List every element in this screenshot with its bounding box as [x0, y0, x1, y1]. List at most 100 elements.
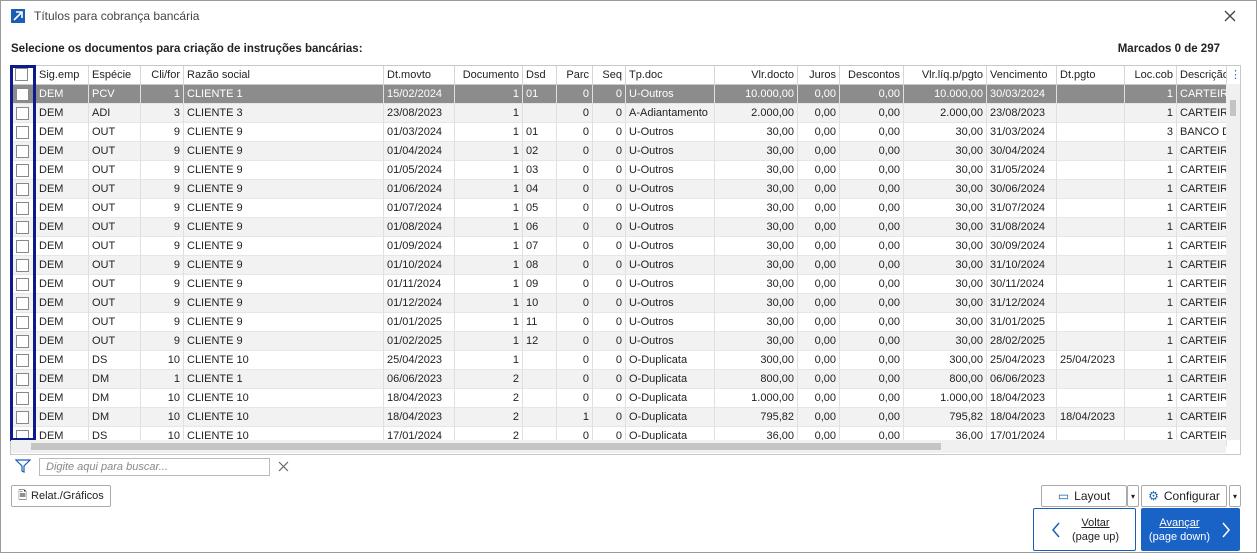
row-checkbox[interactable] [16, 392, 29, 405]
clear-search[interactable] [278, 461, 289, 472]
table-cell: 06/06/2023 [987, 370, 1057, 389]
table-row[interactable]: DEM DM 10 CLIENTE 10 18/04/2023 2 0 0 O-Duplicat… [11, 389, 1227, 408]
column-header[interactable]: Vlr.docto [715, 66, 798, 85]
table-cell: U-Outros [626, 294, 715, 313]
vertical-scrollbar[interactable] [1226, 84, 1240, 440]
column-header[interactable]: Loc.cob [1125, 66, 1177, 85]
column-header[interactable]: Cli/for [141, 66, 184, 85]
table-cell: 01/09/2024 [384, 237, 455, 256]
table-cell: DS [89, 427, 141, 446]
layout-button[interactable]: ▭ Layout [1041, 485, 1127, 507]
table-row[interactable]: DEM DM 10 CLIENTE 10 18/04/2023 2 1 0 O-Duplicat… [11, 408, 1227, 427]
table-cell: 1 [1125, 389, 1177, 408]
column-header[interactable]: Descontos [840, 66, 904, 85]
table-cell: 1 [1125, 408, 1177, 427]
table-cell: 1 [455, 85, 523, 104]
table-row[interactable]: DEM OUT 9 CLIENTE 9 01/12/2024 1 10 0 0 U-Outros 3… [11, 294, 1227, 313]
column-menu[interactable]: ⋮ [1227, 66, 1240, 85]
table-cell: 0 [593, 427, 626, 446]
table-row[interactable]: DEM OUT 9 CLIENTE 9 01/10/2024 1 08 0 0 U-Outros 3… [11, 256, 1227, 275]
table-cell [523, 389, 557, 408]
table-cell: 9 [141, 275, 184, 294]
row-checkbox[interactable] [16, 354, 29, 367]
search-input[interactable]: Digite aqui para buscar... [39, 458, 270, 476]
configure-dropdown[interactable]: ▾ [1229, 485, 1241, 507]
column-header[interactable]: Espécie [89, 66, 141, 85]
table-cell: 0 [557, 332, 593, 351]
column-header[interactable]: Documento [455, 66, 523, 85]
table-cell: OUT [89, 313, 141, 332]
column-header[interactable]: Parc [557, 66, 593, 85]
column-header[interactable]: Seq [593, 66, 626, 85]
back-hint: (page up) [1071, 530, 1120, 543]
table-cell: 1 [1125, 142, 1177, 161]
table-cell: 0 [593, 180, 626, 199]
column-header[interactable]: Dsd [523, 66, 557, 85]
table-cell: 05 [523, 199, 557, 218]
back-button[interactable]: Voltar (page up) [1033, 508, 1136, 551]
row-checkbox[interactable] [16, 221, 29, 234]
row-checkbox[interactable] [16, 240, 29, 253]
table-cell: 31/08/2024 [987, 218, 1057, 237]
marked-count: Marcados 0 de 297 [1117, 43, 1220, 55]
table-row[interactable]: DEM OUT 9 CLIENTE 9 01/03/2024 1 01 0 0 U-Outros 3… [11, 123, 1227, 142]
table-row[interactable]: DEM OUT 9 CLIENTE 9 01/09/2024 1 07 0 0 U-Outros 3… [11, 237, 1227, 256]
table-cell: 30,00 [904, 256, 987, 275]
table-row[interactable]: DEM OUT 9 CLIENTE 9 01/06/2024 1 04 0 0 U-Outros 3… [11, 180, 1227, 199]
configure-button[interactable]: ⚙ Configurar [1141, 485, 1227, 507]
table-cell: CLIENTE 9 [184, 161, 384, 180]
row-checkbox[interactable] [16, 335, 29, 348]
table-row[interactable]: DEM DS 10 CLIENTE 10 25/04/2023 1 0 0 O-Duplicat… [11, 351, 1227, 370]
table-row[interactable]: DEM OUT 9 CLIENTE 9 01/08/2024 1 06 0 0 U-Outros 3… [11, 218, 1227, 237]
column-header[interactable]: Vlr.líq.p/pgto [904, 66, 987, 85]
column-header[interactable]: Razão social [184, 66, 384, 85]
table-row[interactable]: DEM OUT 9 CLIENTE 9 01/05/2024 1 03 0 0 U-Outros 3… [11, 161, 1227, 180]
column-header[interactable]: Dt.pgto [1057, 66, 1125, 85]
table-row[interactable]: DEM OUT 9 CLIENTE 9 01/02/2025 1 12 0 0 U-Outros 3… [11, 332, 1227, 351]
filter-icon[interactable] [15, 459, 31, 473]
table-cell: 0,00 [798, 180, 840, 199]
table-cell: 31/10/2024 [987, 256, 1057, 275]
close-button[interactable] [1223, 9, 1237, 23]
row-checkbox[interactable] [16, 411, 29, 424]
layout-dropdown[interactable]: ▾ [1127, 485, 1139, 507]
row-checkbox[interactable] [16, 259, 29, 272]
table-cell: 9 [141, 123, 184, 142]
next-button[interactable]: Avançar (page down) [1141, 508, 1240, 551]
row-checkbox[interactable] [16, 278, 29, 291]
table-cell: O-Duplicata [626, 370, 715, 389]
column-header[interactable]: Sig.emp [36, 66, 89, 85]
table-row[interactable]: DEM ADI 3 CLIENTE 3 23/08/2023 1 0 0 A-Adiantame… [11, 104, 1227, 123]
horizontal-scrollbar[interactable] [11, 440, 1226, 453]
report-button[interactable]: 🗎 Relat./Gráficos [11, 485, 111, 507]
row-checkbox[interactable] [16, 297, 29, 310]
column-header[interactable]: Descrição [1177, 66, 1227, 85]
column-header[interactable]: Juros [798, 66, 840, 85]
row-checkbox[interactable] [16, 88, 29, 101]
row-checkbox[interactable] [16, 164, 29, 177]
column-header[interactable]: Vencimento [987, 66, 1057, 85]
row-checkbox[interactable] [16, 145, 29, 158]
table-cell: OUT [89, 218, 141, 237]
row-checkbox[interactable] [16, 316, 29, 329]
table-row[interactable]: DEM OUT 9 CLIENTE 9 01/11/2024 1 09 0 0 U-Outros 3… [11, 275, 1227, 294]
column-header[interactable]: Dt.movto [384, 66, 455, 85]
select-all-checkbox[interactable] [15, 68, 28, 81]
row-checkbox[interactable] [16, 126, 29, 139]
table-row[interactable]: DEM OUT 9 CLIENTE 9 01/04/2024 1 02 0 0 U-Outros 3… [11, 142, 1227, 161]
table-row[interactable]: DEM DM 1 CLIENTE 1 06/06/2023 2 0 0 O-Duplicata 8… [11, 370, 1227, 389]
table-cell: 30,00 [715, 218, 798, 237]
row-checkbox[interactable] [16, 202, 29, 215]
table-row[interactable]: DEM OUT 9 CLIENTE 9 01/01/2025 1 11 0 0 U-Outros 3… [11, 313, 1227, 332]
table-row[interactable]: DEM PCV 1 CLIENTE 1 15/02/2024 1 01 0 0 U-Outros 1… [11, 85, 1227, 104]
row-checkbox[interactable] [16, 373, 29, 386]
row-checkbox[interactable] [16, 183, 29, 196]
table-cell: 0,00 [798, 370, 840, 389]
app-icon [11, 9, 25, 23]
column-header[interactable]: Tp.doc [626, 66, 715, 85]
table-cell: 0 [593, 294, 626, 313]
table-cell: 30,00 [904, 294, 987, 313]
table-row[interactable]: DEM OUT 9 CLIENTE 9 01/07/2024 1 05 0 0 U-Outros 3… [11, 199, 1227, 218]
row-checkbox[interactable] [16, 107, 29, 120]
table-cell: 01/11/2024 [384, 275, 455, 294]
